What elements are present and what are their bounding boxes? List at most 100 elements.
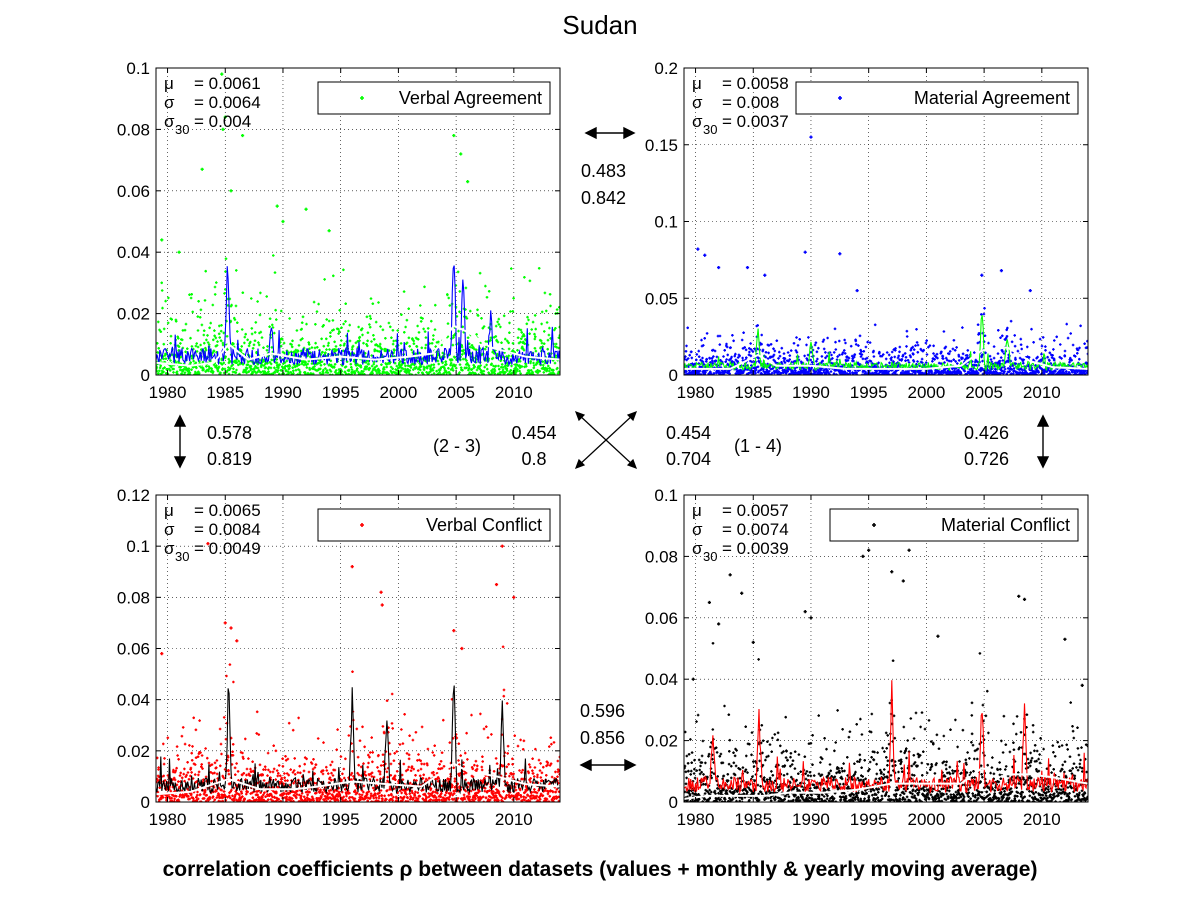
x-tick-label: 1980	[677, 810, 715, 829]
x-tick-label: 1990	[792, 810, 830, 829]
outlier-point	[803, 610, 807, 614]
outlier-point	[751, 640, 755, 644]
corr-3-4-a: 0.596	[580, 701, 626, 721]
legend: Verbal Conflict	[317, 508, 551, 542]
stats-block: μ = 0.0065 σ = 0.0084 σ 30 = 0.0049	[164, 501, 261, 564]
outlier-point	[452, 628, 456, 633]
corr-2-3-a: 0.454	[511, 423, 557, 443]
stat-mu-value: = 0.0061	[194, 74, 261, 93]
x-tick-label: 2010	[1023, 810, 1061, 829]
x-tick-label: 1995	[322, 383, 360, 402]
legend-box	[317, 81, 551, 115]
panel-verbal-agreement: 1980 1985 1990 1995 2000 2005 2010 0 0.02 0.04 0.0…	[117, 59, 561, 402]
y-tick-label: 0.1	[126, 59, 150, 78]
outlier-point	[1028, 288, 1032, 293]
outlier-point	[460, 646, 464, 651]
outlier-point	[380, 603, 384, 607]
outlier-point	[494, 582, 499, 587]
monthly-average-line	[684, 680, 1088, 795]
panel-material-agreement: 1980 1985 1990 1995 2000 2005 2010 0 0.05 0.1 0.15…	[645, 59, 1089, 402]
monthly-average-line	[156, 685, 560, 795]
chart-title: Sudan	[562, 10, 637, 40]
yearly-average-line	[684, 767, 1088, 800]
plot-area	[684, 495, 1088, 802]
corr-2-4-a: 0.426	[964, 423, 1010, 443]
x-tick-label: 2000	[379, 810, 417, 829]
corr-1-3: 0.578 0.819	[207, 422, 252, 470]
legend-box	[795, 81, 1079, 115]
outlier-point	[223, 115, 227, 119]
grid	[684, 495, 1088, 802]
x-tick-label: 1980	[149, 383, 187, 402]
outlier-point	[809, 135, 813, 139]
x-tick-label: 2005	[965, 383, 1003, 402]
stat-sigma-value: = 0.008	[722, 93, 779, 112]
yearly-average-line	[684, 346, 1088, 370]
y-tick-label: 0.02	[117, 742, 150, 761]
legend: Material Conflict	[829, 508, 1079, 542]
grid	[156, 495, 560, 802]
legend-box	[829, 508, 1079, 542]
legend-label: Verbal Conflict	[426, 515, 542, 535]
corr-2-3: 0.454 0.8	[508, 422, 560, 470]
stat-sigma30-symbol: σ	[692, 112, 703, 131]
outlier-point	[229, 189, 233, 193]
stat-mu-symbol: μ	[692, 501, 702, 520]
legend-marker	[872, 523, 876, 527]
x-tick-label: 1985	[206, 810, 244, 829]
x-tick-label: 2000	[907, 383, 945, 402]
outlier-point	[999, 269, 1004, 273]
y-tick-label: 0.08	[117, 120, 150, 139]
axes-frame	[683, 494, 1089, 803]
corr-2-3-b: 0.8	[521, 449, 547, 469]
outlier-point	[304, 207, 308, 211]
legend-marker	[360, 96, 364, 100]
stat-sigma-symbol: σ	[692, 520, 703, 539]
outlier-point	[177, 250, 181, 254]
axes-frame	[155, 67, 561, 376]
stat-sigma30-subscript: 30	[703, 549, 717, 564]
outlier-point	[717, 265, 721, 270]
outlier-point	[855, 288, 859, 293]
y-tick-label: 0.1	[126, 537, 150, 556]
stat-sigma30-value: = 0.0037	[722, 112, 789, 131]
stat-sigma30-value: = 0.0049	[194, 539, 261, 558]
outlier-point	[466, 179, 470, 184]
outlier-point	[696, 247, 700, 251]
corr-1-4: 0.454 0.704	[666, 422, 711, 470]
x-tick-label: 1980	[677, 383, 715, 402]
x-tick-label: 1990	[264, 810, 302, 829]
x-tick-label: 1985	[734, 810, 772, 829]
outlier-point	[809, 616, 813, 620]
legend: Material Agreement	[795, 81, 1079, 115]
yearly-average-line	[156, 762, 560, 796]
arrow-3-4	[579, 758, 637, 772]
legend-marker	[838, 96, 842, 100]
x-tick-label: 2000	[907, 810, 945, 829]
arrow-cross	[574, 410, 638, 470]
stats-block: μ = 0.0061 σ = 0.0064 σ 30 = 0.004	[164, 74, 261, 137]
y-tick-label: 0.06	[645, 609, 678, 628]
x-tick-label: 1985	[206, 383, 244, 402]
legend-marker	[360, 523, 364, 527]
legend-box	[317, 508, 551, 542]
outlier-point	[235, 639, 239, 643]
y-tick-label: 0.05	[645, 289, 678, 308]
legend-label: Verbal Agreement	[399, 88, 542, 108]
stat-sigma-symbol: σ	[692, 93, 703, 112]
outlier-point	[1017, 594, 1021, 598]
outlier-point	[1022, 597, 1027, 601]
outlier-point	[763, 273, 767, 277]
outlier-point	[936, 634, 940, 638]
stat-sigma-symbol: σ	[164, 520, 175, 539]
outlier-point	[861, 554, 865, 558]
series-points	[684, 135, 1088, 375]
stat-sigma30-subscript: 30	[175, 122, 189, 137]
outlier-point	[728, 573, 732, 577]
corr-1-2: 0.483 0.842	[581, 160, 626, 209]
outlier-point	[220, 72, 224, 76]
outlier-point	[206, 542, 210, 546]
corr-1-3-a: 0.578	[207, 423, 253, 443]
stats-block: μ = 0.0057 σ = 0.0074 σ 30 = 0.0039	[692, 501, 789, 564]
